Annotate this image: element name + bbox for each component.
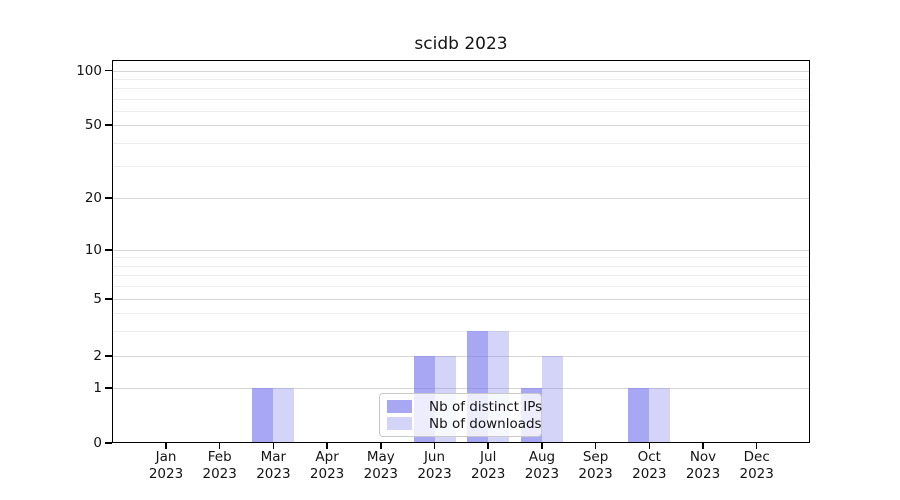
gridline-major-100 [112, 70, 810, 72]
x-tick-label-7: Aug 2023 [512, 449, 572, 483]
year-label: 2023 [309, 466, 345, 482]
bar-downloads-oct [649, 388, 671, 443]
y-tick-label-5: 5 [93, 291, 102, 307]
month-label: Jun [423, 449, 446, 465]
x-tick-mark-4 [380, 443, 382, 449]
legend-swatch-icon [387, 400, 412, 413]
x-tick-label-1: Feb 2023 [190, 449, 250, 483]
gridline-minor-7 [112, 275, 810, 277]
month-label: Oct [637, 449, 661, 465]
x-tick-label-10: Nov 2023 [673, 449, 733, 483]
x-tick-mark-11 [755, 443, 758, 449]
year-label: 2023 [417, 466, 452, 482]
x-tick-mark-2 [272, 443, 275, 449]
bar-distinct-ips-mar [252, 388, 274, 443]
y-tick-label-50: 50 [84, 117, 102, 133]
year-label: 2023 [363, 466, 398, 482]
x-tick-label-3: Apr 2023 [297, 449, 357, 483]
y-tick-mark-5 [105, 298, 112, 300]
y-tick-label-1: 1 [93, 380, 102, 396]
month-label: Sep [582, 449, 609, 465]
y-tick-mark-20 [105, 197, 112, 199]
x-tick-mark-9 [648, 443, 651, 449]
y-tick-label-2: 2 [93, 348, 102, 364]
gridline-minor-40 [112, 142, 810, 144]
x-tick-label-8: Sep 2023 [566, 449, 626, 483]
month-label: Jul [480, 449, 497, 465]
chart-legend: Nb of distinct IPs Nb of downloads [379, 393, 542, 437]
gridline-minor-9 [112, 257, 810, 259]
bar-downloads-mar [273, 388, 295, 443]
x-tick-label-4: May 2023 [351, 449, 411, 483]
month-label: Apr [315, 449, 339, 465]
gridline-minor-30 [112, 165, 810, 167]
x-tick-mark-10 [702, 443, 704, 449]
x-tick-label-11: Dec 2023 [727, 449, 787, 483]
y-tick-mark-50 [105, 124, 112, 126]
month-label: Jan [155, 449, 177, 465]
gridline-minor-4 [112, 312, 810, 314]
y-tick-mark-2 [105, 355, 112, 357]
gridline-major-1 [112, 388, 810, 389]
plot-area [112, 60, 810, 443]
x-tick-mark-5 [433, 443, 436, 449]
legend-swatch-icon [387, 417, 412, 430]
x-tick-label-2: Mar 2023 [243, 449, 303, 483]
year-label: 2023 [524, 466, 560, 482]
gridline-minor-80 [112, 88, 810, 90]
y-tick-label-10: 10 [84, 242, 102, 258]
year-label: 2023 [632, 466, 667, 482]
y-tick-mark-0 [105, 442, 112, 444]
month-label: May [366, 449, 395, 465]
gridline-minor-60 [112, 110, 810, 112]
x-tick-label-6: Jul 2023 [458, 449, 518, 483]
month-label: Feb [207, 449, 232, 465]
y-tick-label-100: 100 [76, 62, 102, 79]
month-label: Mar [260, 449, 287, 465]
bar-distinct-ips-oct [628, 388, 650, 443]
year-label: 2023 [148, 466, 184, 482]
legend-entry-downloads: Nb of downloads [387, 415, 542, 432]
gridline-major-2 [112, 356, 810, 357]
y-tick-mark-100 [105, 69, 112, 72]
month-label: Aug [528, 449, 556, 465]
gridline-major-20 [112, 198, 810, 199]
y-tick-mark-1 [105, 387, 112, 389]
legend-label: Nb of downloads [429, 415, 542, 432]
year-label: 2023 [256, 466, 291, 482]
y-tick-mark-10 [105, 249, 112, 251]
year-label: 2023 [471, 466, 506, 482]
x-tick-label-9: Oct 2023 [619, 449, 679, 483]
gridline-major-50 [112, 125, 810, 126]
month-label: Nov [689, 449, 717, 465]
x-tick-label-5: Jun 2023 [405, 449, 465, 483]
year-label: 2023 [202, 466, 237, 482]
bar-downloads-aug [541, 356, 563, 443]
legend-entry-distinct-ips: Nb of distinct IPs [387, 398, 542, 415]
legend-label: Nb of distinct IPs [429, 398, 543, 415]
x-tick-mark-1 [218, 443, 221, 449]
x-tick-mark-6 [487, 443, 489, 449]
year-label: 2023 [685, 466, 721, 482]
gridline-minor-6 [112, 286, 810, 288]
y-tick-label-0: 0 [93, 435, 102, 451]
x-tick-mark-7 [541, 443, 543, 449]
gridline-minor-8 [112, 265, 810, 267]
chart-title: scidb 2023 [414, 34, 508, 54]
gridline-minor-3 [112, 330, 810, 332]
x-tick-mark-0 [165, 443, 167, 449]
gridline-minor-70 [112, 98, 810, 100]
x-tick-mark-8 [594, 443, 597, 449]
gridline-major-5 [112, 299, 810, 300]
y-tick-label-20: 20 [84, 190, 102, 206]
x-tick-mark-3 [326, 443, 328, 449]
x-tick-label-0: Jan 2023 [136, 449, 196, 483]
year-label: 2023 [578, 466, 613, 482]
gridline-major-10 [112, 250, 810, 251]
year-label: 2023 [739, 466, 774, 482]
gridline-minor-90 [112, 78, 810, 80]
month-label: Dec [743, 449, 770, 465]
